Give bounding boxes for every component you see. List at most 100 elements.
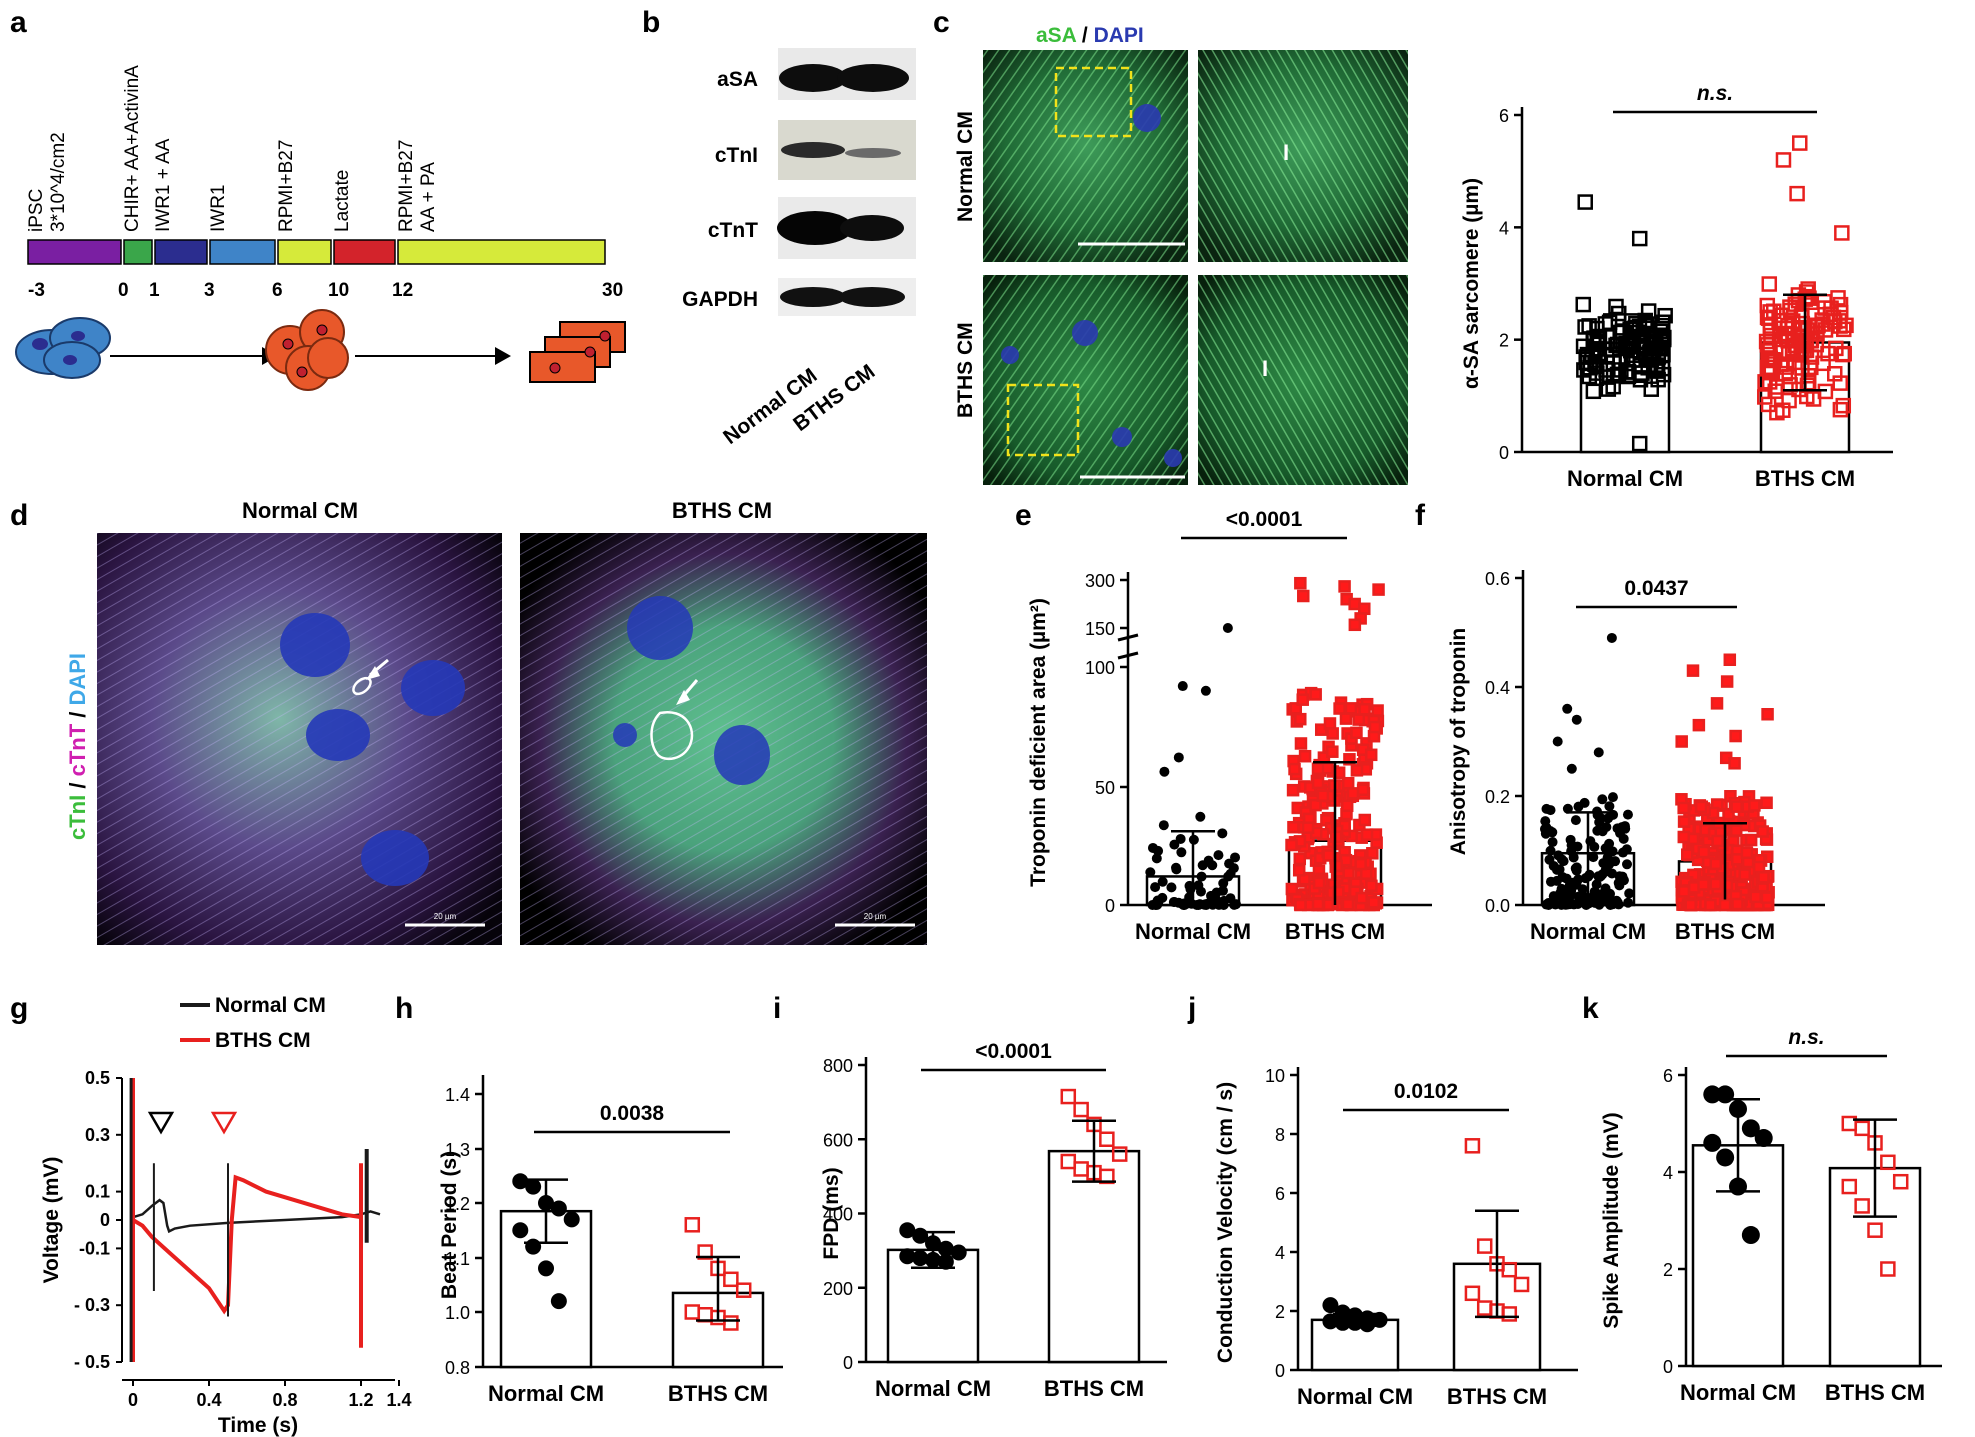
data-point <box>1322 849 1335 862</box>
data-point <box>1608 809 1619 820</box>
data-point <box>1562 703 1573 714</box>
significance-label: n.s. <box>1697 82 1733 105</box>
data-point <box>1620 823 1631 834</box>
data-point <box>1761 276 1778 292</box>
data-point <box>1604 801 1615 812</box>
data-point <box>1294 737 1308 750</box>
chart-j-conduction: 0 2 4 6 8 10 Normal CM BTHS CM 0.0102 Conduction … <box>1214 1066 1578 1409</box>
data-point <box>1217 885 1228 896</box>
y-tick-label: 4 <box>1275 1243 1285 1263</box>
chart-f-anisotropy: 0.0 0.2 0.4 0.6 Normal CM BTHS CM 0.0437 Anisot… <box>1447 569 1825 944</box>
data-point <box>1197 860 1208 871</box>
y-tick-label: 0 <box>100 1210 110 1230</box>
data-point <box>1176 847 1187 858</box>
y-axis-label: Beat Period (s) <box>438 1151 461 1299</box>
data-point <box>1832 304 1849 321</box>
data-point <box>1760 796 1773 810</box>
y-tick-label: 0.5 <box>85 1068 110 1088</box>
data-point <box>1834 225 1850 241</box>
data-point <box>1099 1168 1115 1185</box>
data-point <box>1752 860 1766 874</box>
data-point <box>1230 852 1241 863</box>
data-point <box>1352 713 1365 726</box>
data-point <box>899 1222 916 1239</box>
band-label: cTnT <box>708 219 758 242</box>
data-point <box>912 1250 929 1267</box>
data-point <box>684 1217 701 1233</box>
ipsc-cluster-icon <box>15 317 111 379</box>
data-point <box>1358 702 1371 716</box>
data-point <box>1677 801 1690 815</box>
data-point <box>1541 803 1552 814</box>
svg-text:20 µm: 20 µm <box>434 912 457 921</box>
y-tick-label: 2 <box>1663 1260 1673 1280</box>
data-point <box>1195 811 1206 822</box>
data-point <box>1333 702 1346 715</box>
protocol-stage-bar <box>154 239 208 265</box>
data-point <box>1343 753 1356 766</box>
data-point <box>1836 321 1852 338</box>
data-point <box>1605 888 1616 899</box>
band-label: aSA <box>717 68 758 91</box>
y-tick-label: 1.1 <box>445 1249 470 1269</box>
data-point <box>1677 885 1691 898</box>
data-point <box>1591 893 1602 904</box>
category-label: Normal CM <box>488 1381 604 1406</box>
y-tick-label: 6 <box>1663 1066 1673 1086</box>
data-point <box>1147 842 1158 853</box>
panel-label-d: d <box>10 499 28 532</box>
data-point <box>1545 876 1556 887</box>
data-point <box>1677 830 1691 844</box>
data-point <box>1159 766 1170 777</box>
data-point <box>1581 318 1597 334</box>
data-point <box>1217 828 1228 839</box>
data-point <box>1552 736 1563 747</box>
data-point <box>1758 333 1775 350</box>
protocol-stage-label: RPMI+B27 <box>276 140 297 232</box>
x-tick-label: 1.2 <box>348 1390 373 1410</box>
panel-g-trace: Normal CM BTHS CM 0.5 0.3 0.1 0 -0.1 - 0.3 - 0… <box>40 994 412 1437</box>
data-point <box>1749 890 1762 904</box>
data-point <box>1623 897 1634 908</box>
data-point <box>1718 898 1732 912</box>
protocol-timeline <box>27 239 606 265</box>
data-point <box>1777 365 1794 382</box>
data-point <box>1769 404 1785 421</box>
data-point <box>1730 800 1743 813</box>
data-point <box>1285 838 1298 852</box>
y-tick-label: 800 <box>823 1056 853 1076</box>
data-point <box>1213 850 1224 861</box>
data-point <box>1179 899 1190 910</box>
data-point <box>1346 787 1360 800</box>
data-point <box>1342 866 1355 880</box>
data-point <box>1570 815 1581 826</box>
data-point <box>1723 653 1737 666</box>
protocol-stage-bar <box>123 239 153 265</box>
data-point <box>1835 346 1851 363</box>
data-point <box>1312 876 1326 890</box>
data-point <box>1173 752 1184 763</box>
y-axis-label: α-SA sarcomere (µm) <box>1460 178 1483 389</box>
band-ctni-normal <box>781 142 845 158</box>
data-point <box>1892 1173 1909 1190</box>
data-point <box>1207 860 1218 871</box>
data-point <box>1710 697 1724 710</box>
arrowhead-2 <box>495 347 511 365</box>
data-point <box>1880 1261 1896 1277</box>
y-axis-label: FPD (ms) <box>820 1167 843 1259</box>
data-point <box>1540 816 1551 827</box>
panel-label-f: f <box>1415 499 1426 532</box>
significance-label: 0.0102 <box>1394 1080 1458 1103</box>
data-point <box>1358 813 1372 827</box>
data-point <box>1729 729 1742 743</box>
data-point <box>1764 351 1781 368</box>
data-point <box>1692 718 1706 732</box>
chart-e-troponin-area: 0 50 100 150 300 Normal CM BTHS CM <0.0001 Tropo… <box>1027 508 1432 944</box>
protocol-day-label: 6 <box>272 280 283 301</box>
data-point <box>1716 1085 1735 1104</box>
data-point <box>1571 865 1582 876</box>
svg-text:20 µm: 20 µm <box>864 912 887 921</box>
data-point <box>1854 1198 1870 1214</box>
y-tick-label: 0 <box>1105 896 1115 916</box>
data-point <box>1854 1120 1870 1137</box>
